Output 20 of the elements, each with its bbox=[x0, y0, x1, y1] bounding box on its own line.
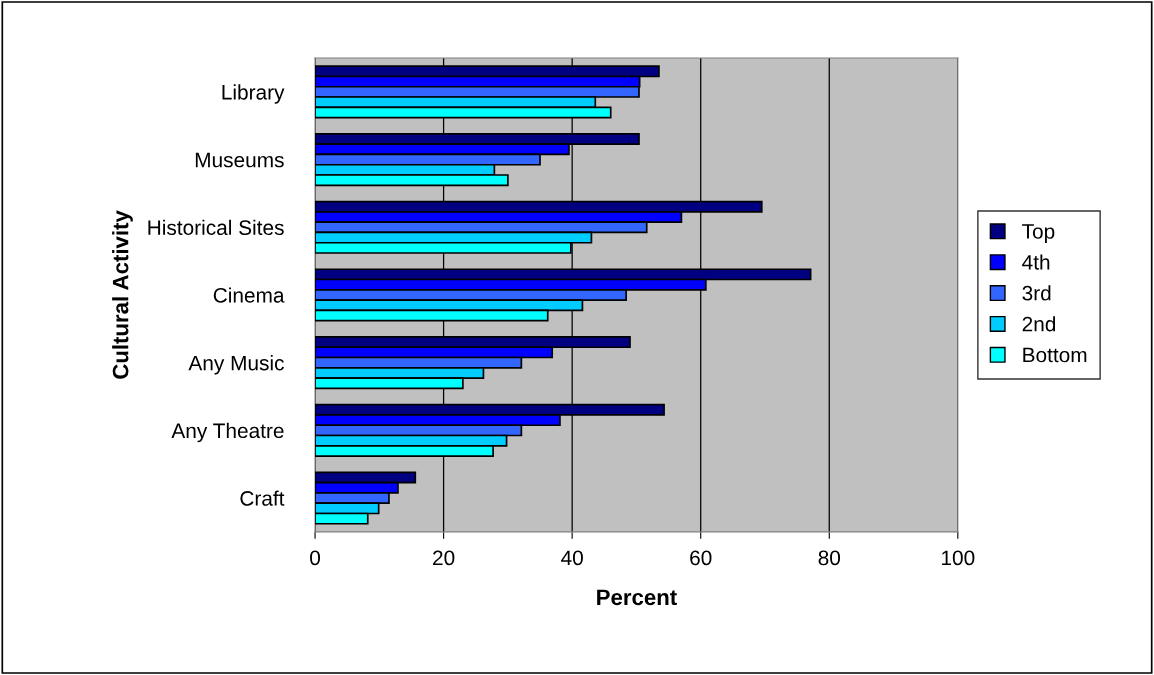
y-tick-label: Cinema bbox=[213, 287, 285, 303]
y-tick-label: Craft bbox=[240, 490, 285, 506]
x-tick-label: 60 bbox=[690, 550, 712, 566]
y-tick-label: Library bbox=[222, 84, 285, 104]
x-tick-label: 80 bbox=[818, 550, 841, 566]
x-tick-label: 100 bbox=[942, 550, 975, 566]
y-tick-label: Museums bbox=[195, 152, 284, 168]
y-tick-label: Any Music bbox=[188, 355, 284, 375]
legend-label: Top bbox=[1022, 224, 1055, 243]
x-tick-label: 40 bbox=[561, 550, 583, 566]
legend-label: 2nd bbox=[1022, 316, 1056, 332]
x-tick-label: 0 bbox=[310, 550, 321, 566]
x-tick-label: 20 bbox=[433, 550, 455, 566]
legend-label: Bottom bbox=[1023, 347, 1087, 363]
x-axis-title: Percent bbox=[597, 589, 677, 606]
y-tick-label: Historical Sites bbox=[148, 219, 284, 236]
legend-label: 3rd bbox=[1022, 285, 1051, 301]
y-tick-label: Any Theatre bbox=[171, 422, 284, 443]
y-axis-title: Cultural Activity bbox=[112, 210, 133, 379]
legend-label: 4th bbox=[1022, 254, 1050, 270]
